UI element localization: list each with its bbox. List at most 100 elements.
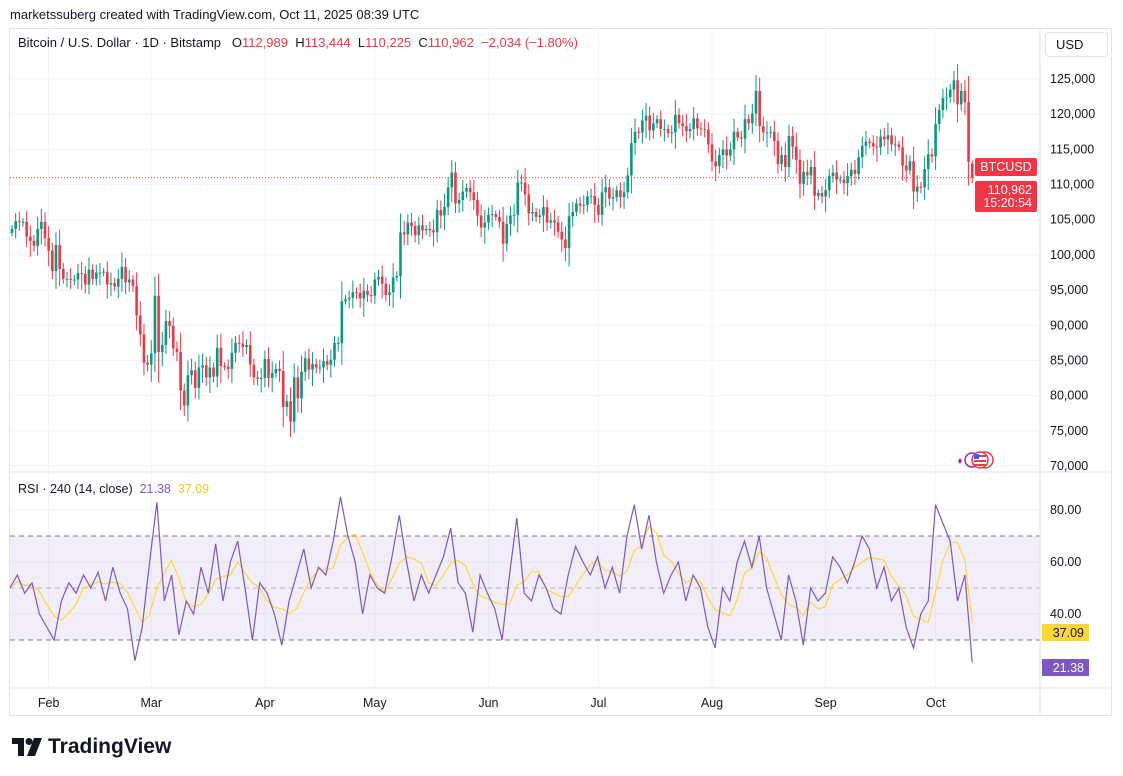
candle-body [849, 169, 853, 177]
candle-body [626, 175, 630, 193]
candle-body [688, 128, 692, 132]
candle-body [40, 221, 43, 229]
candle [897, 140, 901, 151]
candle-body [556, 222, 560, 232]
candle [615, 185, 619, 202]
candle-body [171, 325, 175, 349]
rsi-ma-tag: 37.09 [1042, 624, 1089, 641]
candle [164, 309, 168, 355]
open-value: 112,989 [241, 35, 288, 50]
candle-body [29, 236, 32, 241]
candle [179, 332, 182, 410]
close-label: C [418, 35, 428, 50]
candle [58, 229, 61, 287]
candle-body [160, 344, 164, 353]
candle-body [76, 273, 80, 280]
candle-body [410, 222, 413, 227]
rsi-tick-label: 40.00 [1050, 607, 1081, 621]
candle-body [523, 182, 527, 195]
candle-body [325, 361, 329, 365]
candle-body [479, 215, 483, 228]
candle-body [915, 186, 919, 192]
candle [652, 112, 655, 139]
candle-body [43, 221, 47, 239]
candle [69, 268, 72, 290]
candle [336, 336, 340, 352]
time-tick-label: Jun [478, 696, 498, 710]
candle [842, 170, 846, 195]
candle-body [193, 370, 197, 388]
candle-body [289, 401, 292, 422]
change-value: −2,034 (−1.80%) [481, 35, 578, 50]
candle [604, 174, 608, 208]
candle-body [212, 367, 215, 377]
candle-body [80, 273, 83, 275]
candle-body [633, 131, 637, 144]
candle [223, 362, 226, 371]
symbol-legend[interactable]: Bitcoin / U.S. Dollar · 1D · Bitstamp O1… [18, 35, 578, 50]
candle [904, 154, 908, 183]
candle-body [670, 132, 673, 134]
candle-body [853, 169, 857, 174]
candle [582, 195, 586, 215]
candle-body [567, 216, 571, 248]
candle [567, 202, 571, 267]
events-icon[interactable] [958, 451, 994, 469]
candle-body [692, 118, 695, 129]
candle [465, 183, 468, 198]
candle-body [967, 102, 970, 163]
candle [956, 64, 959, 123]
candle-body [270, 373, 274, 379]
candle-body [285, 401, 289, 407]
price-tick-label: 115,000 [1050, 142, 1094, 156]
candle-body [765, 132, 769, 134]
candle-body [798, 159, 802, 184]
candle-body [531, 211, 534, 214]
candle-body [157, 295, 160, 353]
candle [542, 195, 545, 232]
currency-button[interactable]: USD [1045, 32, 1108, 57]
candle-body [652, 123, 655, 131]
rsi-tick-label: 60.00 [1050, 555, 1081, 569]
time-axis[interactable]: Feb Mar Apr May Jun Jul Aug Sep Oct [38, 696, 946, 710]
candle-body [296, 377, 300, 399]
candle-body [685, 126, 688, 132]
candle [586, 190, 589, 213]
candle [758, 77, 761, 143]
candle [263, 350, 267, 388]
candle-body [259, 378, 263, 380]
candle-body [758, 90, 761, 127]
candle-body [659, 119, 663, 129]
candle-body [303, 358, 307, 372]
candle [795, 132, 798, 174]
candle-body [263, 359, 267, 379]
candle-body [146, 362, 149, 365]
candle [637, 127, 641, 139]
candle [545, 199, 549, 231]
candle [516, 169, 520, 233]
price-tick-label: 85,000 [1050, 353, 1088, 367]
candle [633, 118, 637, 155]
candle [54, 232, 58, 289]
candle [685, 113, 688, 143]
candle [333, 335, 336, 367]
candle [62, 262, 65, 284]
candle [439, 200, 443, 229]
price-tick-label: 80,000 [1050, 389, 1088, 403]
low-label: L [357, 35, 366, 50]
candle [131, 275, 135, 293]
candle [915, 175, 919, 203]
brand-name: TradingView [48, 735, 172, 758]
price-tick-label: 125,000 [1050, 72, 1095, 86]
candle-body [754, 90, 758, 114]
rsi-legend[interactable]: RSI · 240 (14, close) 21.38 37.09 [18, 482, 209, 496]
rsi-ma-value: 37.09 [177, 482, 210, 496]
price-axis[interactable]: 125,000 120,000 115,000 110,000 105,000 100,0… [1050, 72, 1095, 473]
candle-body [582, 204, 586, 206]
candle-body [300, 371, 303, 399]
candle [76, 263, 80, 290]
candle-body [351, 292, 355, 298]
candle [285, 394, 289, 417]
tradingview-logo[interactable]: TradingView [12, 735, 171, 759]
